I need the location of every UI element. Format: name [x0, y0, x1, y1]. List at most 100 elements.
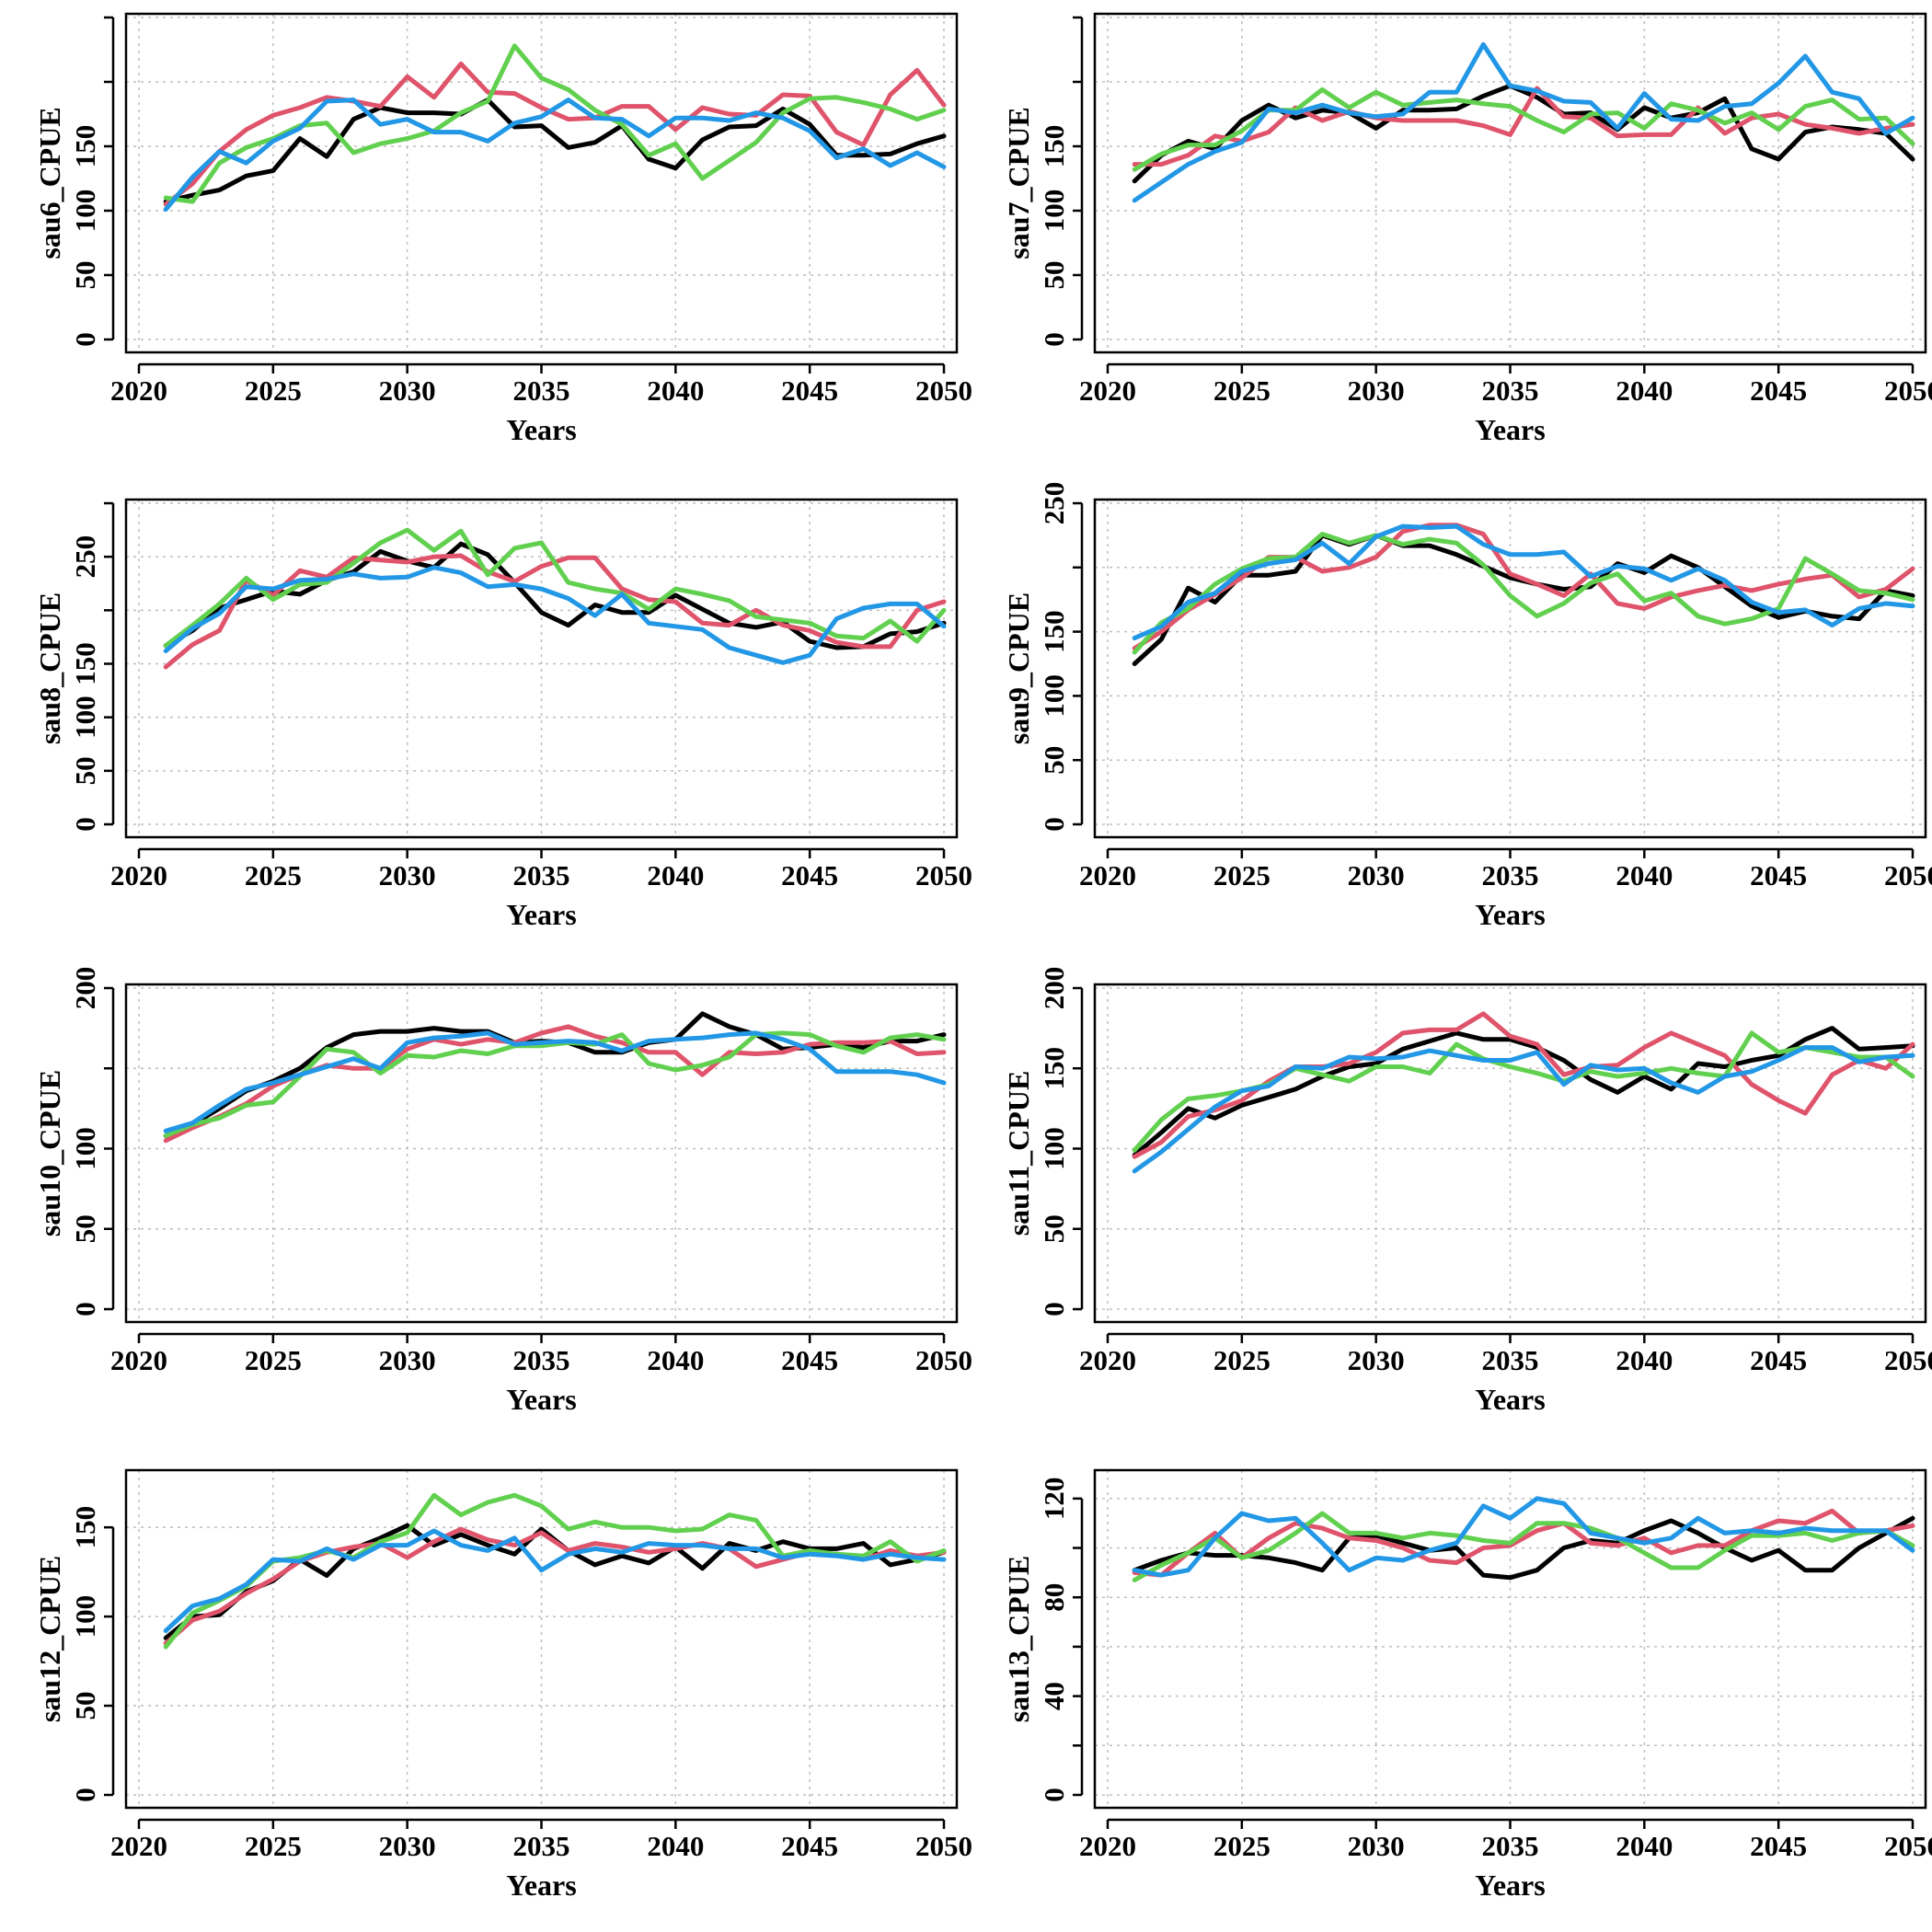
panel-sau6_CPUE: 2020 2025 2030 2035 2040 2045 2050 Years 0 50 100 1…: [33, 12, 972, 446]
x-tick-label: 2050: [1884, 859, 1932, 891]
series-line-red: [163, 61, 947, 207]
x-tick-label: 2045: [1750, 1344, 1807, 1376]
x-tick-label: 2035: [1482, 859, 1539, 891]
panel-sau9_CPUE: 2020 2025 2030 2035 2040 2045 2050 Years 0 50 100 1…: [1002, 482, 1932, 931]
plot-frame: [1093, 498, 1927, 839]
y-tick-label: 200: [69, 967, 101, 1010]
x-tick-label: 2030: [1348, 1344, 1405, 1376]
x-tick-label: 2020: [110, 859, 167, 891]
panel-sau12_CPUE: 2020 2025 2030 2035 2040 2045 2050 Years 0 50 100 1…: [33, 1468, 972, 1902]
plot-frame: [1093, 983, 1927, 1324]
series-line-blue: [1132, 1045, 1915, 1174]
y-tick-label: 100: [69, 190, 101, 233]
y-tick-label: 150: [69, 125, 101, 168]
x-tick-label: 2045: [781, 1830, 838, 1862]
series-line-black: [1132, 1515, 1915, 1581]
y-tick-label: 100: [69, 1127, 101, 1170]
y-tick-label: 50: [1038, 746, 1070, 775]
panel-sau11_CPUE: 2020 2025 2030 2035 2040 2045 2050 Years 0 50 100 1…: [1002, 967, 1932, 1416]
series-line-red: [163, 1526, 947, 1646]
y-tick-label: 80: [1038, 1583, 1070, 1612]
panel-sau13_CPUE: 2020 2025 2030 2035 2040 2045 2050 Years 0 40 80 12…: [1002, 1468, 1932, 1902]
series-line-red: [1132, 523, 1915, 651]
x-tick-label: 2030: [1348, 374, 1405, 407]
x-axis-label: Years: [506, 413, 576, 446]
x-tick-label: 2035: [513, 374, 570, 407]
y-tick-label: 250: [69, 535, 101, 579]
plot-frame: [124, 498, 959, 839]
x-tick-label: 2045: [1750, 374, 1807, 407]
series-line-green: [163, 1030, 947, 1138]
x-axis-label: Years: [1475, 1869, 1545, 1902]
y-tick-label: 100: [1038, 190, 1070, 233]
y-tick-label: 120: [1038, 1478, 1070, 1521]
x-tick-label: 2035: [1482, 374, 1539, 407]
y-tick-label: 100: [1038, 674, 1070, 718]
x-tick-label: 2045: [1750, 859, 1807, 891]
plot-frame: [124, 1468, 959, 1810]
series-line-blue: [1132, 41, 1915, 203]
x-axis-label: Years: [506, 898, 576, 931]
series-line-blue: [1132, 1496, 1915, 1578]
y-tick-label: 150: [1038, 125, 1070, 168]
series-line-blue: [163, 1528, 947, 1634]
y-axis-label: sau6_CPUE: [33, 107, 66, 259]
x-tick-label: 2045: [781, 859, 838, 891]
y-axis-label: sau7_CPUE: [1002, 107, 1035, 259]
x-tick-label: 2030: [379, 1830, 436, 1862]
y-tick-label: 0: [69, 1788, 101, 1802]
x-tick-label: 2040: [1616, 374, 1673, 407]
y-tick-label: 0: [69, 1302, 101, 1317]
x-axis-label: Years: [506, 1869, 576, 1902]
series-line-black: [1132, 83, 1915, 184]
panel-sau8_CPUE: 2020 2025 2030 2035 2040 2045 2050 Years 0 50 100 1…: [33, 498, 972, 931]
x-tick-label: 2050: [915, 1344, 972, 1376]
x-tick-label: 2040: [647, 859, 704, 891]
y-tick-label: 0: [69, 332, 101, 347]
y-tick-label: 50: [1038, 261, 1070, 290]
y-axis-label: sau11_CPUE: [1002, 1071, 1035, 1236]
x-tick-label: 2025: [1213, 1830, 1271, 1862]
series-line-black: [163, 98, 947, 204]
series-line-blue: [163, 98, 947, 213]
x-tick-label: 2030: [379, 859, 436, 891]
series-line-black: [163, 541, 947, 650]
x-tick-label: 2020: [1079, 1344, 1136, 1376]
series-line-green: [1132, 532, 1915, 655]
x-tick-label: 2040: [647, 1344, 704, 1376]
y-axis-label: sau12_CPUE: [33, 1556, 66, 1722]
x-tick-label: 2050: [1884, 1344, 1932, 1376]
y-axis-label: sau13_CPUE: [1002, 1556, 1035, 1722]
plot-frame: [1093, 1468, 1927, 1810]
x-tick-label: 2035: [513, 859, 570, 891]
series-line-blue: [163, 1030, 947, 1133]
x-axis-label: Years: [1475, 1383, 1545, 1416]
y-tick-label: 50: [1038, 1214, 1070, 1243]
series-line-green: [163, 1492, 947, 1650]
x-tick-label: 2050: [915, 374, 972, 407]
x-tick-label: 2050: [1884, 374, 1932, 407]
y-tick-label: 250: [1038, 482, 1070, 525]
x-tick-label: 2045: [1750, 1830, 1807, 1862]
series-line-green: [163, 43, 947, 204]
series-line-red: [163, 553, 947, 670]
x-tick-label: 2025: [1213, 859, 1271, 891]
plot-frame: [124, 983, 959, 1324]
x-tick-label: 2045: [781, 1344, 838, 1376]
x-tick-label: 2030: [1348, 859, 1405, 891]
series-line-red: [1132, 1011, 1915, 1159]
y-axis-label: sau9_CPUE: [1002, 592, 1035, 744]
x-tick-label: 2030: [379, 1344, 436, 1376]
panel-sau10_CPUE: 2020 2025 2030 2035 2040 2045 2050 Years 0 50 100 2…: [33, 967, 972, 1416]
series-line-green: [1132, 1511, 1915, 1582]
panel-sau7_CPUE: 2020 2025 2030 2035 2040 2045 2050 Years 0 50 100 1…: [1002, 12, 1932, 446]
x-axis-label: Years: [1475, 413, 1545, 446]
plot-frame: [1093, 12, 1927, 354]
plot-frame: [124, 12, 959, 354]
y-tick-label: 150: [69, 1506, 101, 1549]
x-tick-label: 2040: [1616, 859, 1673, 891]
y-tick-label: 0: [1038, 817, 1070, 832]
x-tick-label: 2020: [1079, 859, 1136, 891]
y-tick-label: 0: [1038, 1302, 1070, 1317]
